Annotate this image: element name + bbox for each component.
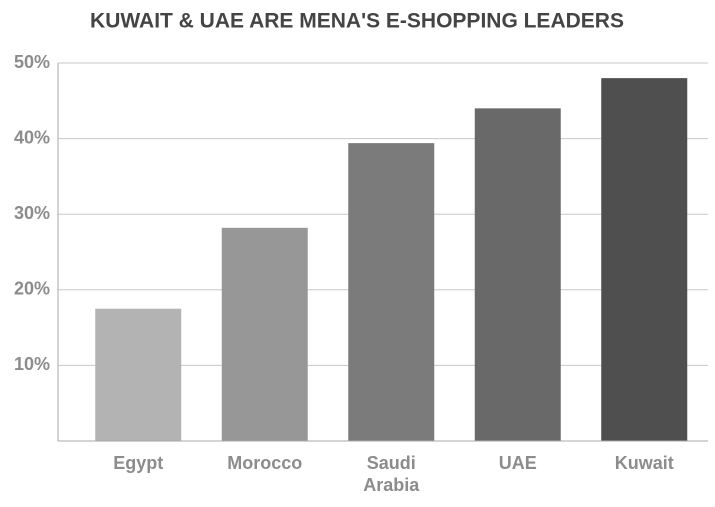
y-tick-label: 50%: [14, 52, 50, 72]
bar: [474, 108, 561, 442]
chart-title: KUWAIT & UAE ARE MENA'S E-SHOPPING LEADE…: [90, 10, 624, 33]
x-tick-label: Saudi Arabia: [363, 453, 420, 495]
bar: [221, 227, 308, 441]
bar: [348, 143, 435, 442]
bar: [95, 308, 182, 441]
x-tick-label: Egypt: [113, 453, 164, 473]
y-tick-label: 40%: [14, 127, 50, 147]
x-tick-label: UAE: [498, 453, 537, 473]
x-tick-label: Morocco: [227, 453, 303, 473]
y-tick-label: 10%: [14, 354, 50, 374]
y-tick-label: 30%: [14, 203, 50, 223]
bar: [601, 78, 688, 442]
x-tick-label: Kuwait: [614, 453, 674, 473]
y-tick-label: 20%: [14, 279, 50, 299]
